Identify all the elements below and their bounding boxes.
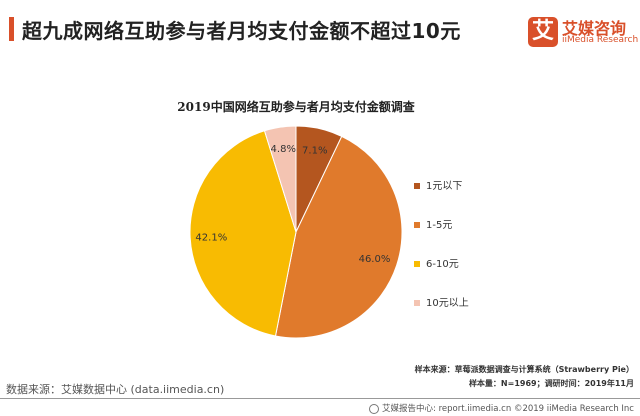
logo-mark: 艾 bbox=[528, 17, 558, 47]
logo-text-en: iiMedia Research bbox=[562, 35, 639, 45]
legend-swatch bbox=[414, 300, 420, 306]
legend-swatch bbox=[414, 261, 420, 267]
data-label: 42.1% bbox=[195, 233, 227, 244]
globe-icon bbox=[369, 403, 380, 414]
legend-item: 1-5元 bbox=[414, 216, 452, 231]
legend-item: 1元以下 bbox=[414, 177, 462, 192]
legend-label: 1元以下 bbox=[426, 181, 463, 192]
chart-title: 2019中国网络互助参与者月均支付金额调查 bbox=[177, 100, 415, 114]
sample-source-note: 样本来源：草莓派数据调查与计算系统（Strawberry Pie） bbox=[414, 365, 634, 374]
legend-swatch bbox=[414, 183, 420, 189]
logo-text-cn: 艾媒咨询 bbox=[562, 19, 627, 38]
pie-slice-6-10元 bbox=[189, 130, 297, 337]
legend-item: 10元以上 bbox=[414, 294, 469, 309]
pie-slice-1-5元 bbox=[274, 135, 403, 339]
data-label: 7.1% bbox=[302, 145, 327, 156]
legend-label: 1-5元 bbox=[426, 220, 453, 231]
footer-report: 艾媒报告中心: report.iimedia.cn ©2019 iiMedia … bbox=[369, 402, 634, 414]
data-label: 46.0% bbox=[359, 254, 391, 265]
legend-item: 6-10元 bbox=[414, 255, 459, 270]
page-title: 超九成网络互助参与者月均支付金额不超过10元 bbox=[22, 19, 461, 43]
sample-size-note: 样本量：N=1969；调研时间：2019年11月 bbox=[468, 379, 634, 388]
legend-swatch bbox=[414, 222, 420, 228]
data-source: 数据来源：艾媒数据中心 (data.iimedia.cn) bbox=[6, 383, 225, 396]
pie-slice-10元以上 bbox=[263, 125, 297, 233]
title-accent-bar bbox=[9, 17, 14, 41]
legend-label: 6-10元 bbox=[426, 259, 459, 270]
footer-report-text: 艾媒报告中心: report.iimedia.cn ©2019 iiMedia … bbox=[382, 404, 634, 414]
footer-divider bbox=[0, 398, 640, 399]
data-label: 4.8% bbox=[271, 144, 296, 155]
legend-label: 10元以上 bbox=[426, 298, 469, 309]
